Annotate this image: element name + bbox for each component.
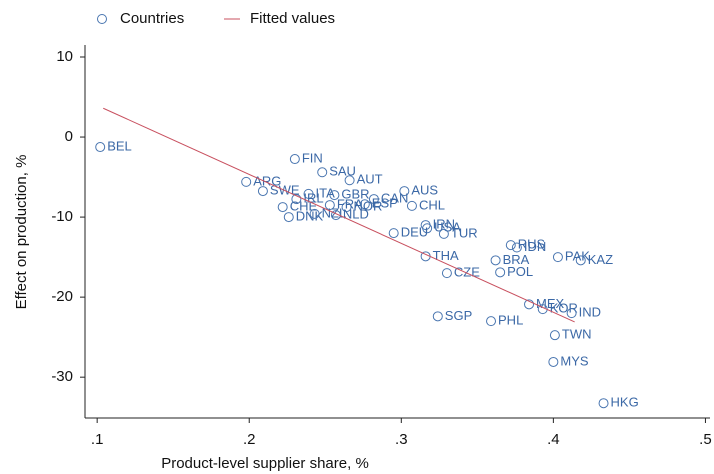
point-label: NOR [354, 199, 383, 214]
point-label: IND [579, 305, 601, 320]
y-tick-label: 10 [56, 48, 73, 65]
point-label: IRN [433, 217, 455, 232]
point [388, 228, 399, 239]
point-label: RUS [518, 237, 546, 252]
x-tick-label: .2 [243, 431, 256, 448]
legend-marker [97, 14, 107, 24]
y-axis-label: Effect on production, % [13, 155, 30, 310]
point [277, 202, 288, 213]
point-label: TWN [562, 327, 592, 342]
legend-label: Fitted values [250, 10, 335, 27]
x-tick-label: .5 [699, 431, 712, 448]
point [341, 202, 352, 213]
point-label: DEU [401, 225, 428, 240]
point [524, 299, 535, 310]
point-label: GBR [341, 187, 369, 202]
point-label: AUS [411, 183, 438, 198]
point [330, 210, 341, 221]
point [399, 186, 410, 197]
point [549, 330, 560, 341]
point-label: KAZ [588, 252, 613, 267]
point-label: DNK [296, 209, 324, 224]
point-label: IDN [524, 239, 546, 254]
x-axis-label: Product-level supplier share, % [161, 455, 369, 472]
point [303, 188, 314, 199]
point [495, 267, 506, 278]
x-tick-label: .4 [547, 431, 560, 448]
y-tick-label: -10 [51, 208, 73, 225]
x-tick-label: .1 [91, 431, 104, 448]
fitted-line [103, 107, 575, 323]
point [486, 316, 497, 327]
point-label: CAN [381, 191, 408, 206]
point [309, 208, 320, 219]
point-label: CHL [419, 197, 445, 212]
point [505, 240, 516, 251]
point [441, 268, 452, 279]
y-tick-label: -20 [51, 288, 73, 305]
point-label: PAK [565, 249, 590, 264]
point [257, 186, 268, 197]
point [329, 190, 340, 201]
point [548, 356, 559, 367]
point-label: POL [507, 264, 533, 279]
point [552, 252, 563, 263]
point [324, 200, 335, 211]
point-label: PHL [498, 313, 523, 328]
point [432, 311, 443, 322]
point [317, 167, 328, 178]
y-tick-label: -30 [51, 368, 73, 385]
point [511, 242, 522, 253]
point [368, 194, 379, 205]
point-label: KOR [550, 301, 578, 316]
legend-label: Countries [120, 10, 184, 27]
point [359, 199, 370, 210]
point [422, 223, 433, 234]
point-label: AUT [357, 172, 383, 187]
point [598, 398, 609, 409]
point-label: ARG [253, 173, 281, 188]
point-label: FIN [302, 150, 323, 165]
point [566, 308, 577, 319]
point [490, 255, 501, 266]
point-label: NLD [343, 207, 369, 222]
point-label: BEL [107, 138, 132, 153]
point [344, 175, 355, 186]
point [291, 194, 302, 205]
point [406, 200, 417, 211]
point-label: USA [434, 220, 461, 235]
point [438, 228, 449, 239]
point-label: TUR [451, 225, 478, 240]
point-label: SAU [329, 164, 356, 179]
point-label: MEX [536, 296, 565, 311]
point [241, 176, 252, 187]
point [575, 255, 586, 266]
point-label: HKG [611, 395, 639, 410]
point-label: BRA [503, 252, 530, 267]
point [289, 154, 300, 165]
x-tick-label: .3 [395, 431, 408, 448]
point-label: THA [433, 248, 459, 263]
point-label: MYS [560, 353, 589, 368]
y-tick-label: 0 [65, 128, 73, 145]
point-label: ESP [372, 196, 398, 211]
point [283, 212, 294, 223]
point-label: SGP [445, 308, 472, 323]
point [95, 142, 106, 153]
